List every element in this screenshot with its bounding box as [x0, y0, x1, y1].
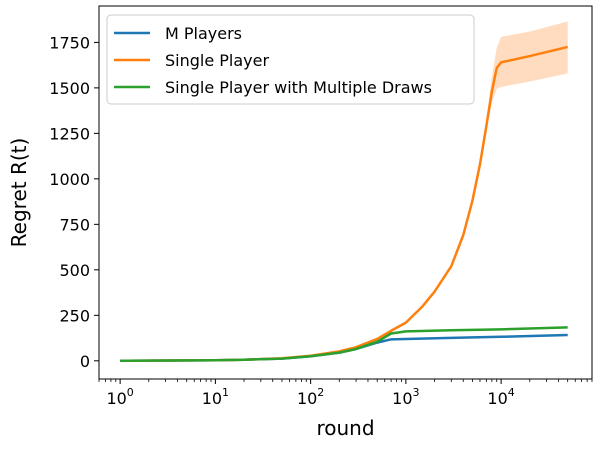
x-tick-label: 100: [106, 386, 133, 408]
x-tick-label: 102: [297, 386, 324, 408]
y-tick-label: 1250: [49, 124, 90, 143]
legend-label-2: Single Player with Multiple Draws: [165, 78, 432, 97]
x-tick-label: 101: [202, 386, 229, 408]
x-axis-ticks: 100 101 102 103 104: [98, 379, 593, 408]
legend-box: [106, 14, 475, 105]
y-axis-ticks: 0 250 500 750 1000 1250 1500 1750: [49, 33, 99, 371]
y-tick-label: 1500: [49, 79, 90, 98]
series-line-0: [120, 333, 568, 363]
x-tick-base: 10: [487, 389, 507, 408]
x-tick-exponent: 0: [127, 386, 134, 399]
x-tick-label: 104: [487, 386, 514, 408]
legend: M Players Single Player Single Player with…: [106, 14, 475, 105]
x-axis-label: round: [316, 416, 374, 440]
x-tick-base: 10: [106, 389, 126, 408]
x-tick-exponent: 1: [222, 386, 229, 399]
y-tick-label: 500: [59, 261, 90, 280]
axes-frame: [98, 5, 593, 380]
legend-label-1: Single Player: [165, 51, 269, 70]
plot-area: [120, 21, 568, 363]
y-tick-label: 0: [80, 352, 90, 371]
x-tick-exponent: 3: [413, 386, 420, 399]
x-tick-base: 10: [297, 389, 317, 408]
series-line-2: [120, 326, 568, 363]
x-tick-exponent: 2: [317, 386, 324, 399]
y-tick-label: 250: [59, 306, 90, 325]
y-tick-label: 1750: [49, 33, 90, 52]
y-axis-label: Regret R(t): [7, 138, 31, 248]
x-tick-base: 10: [202, 389, 222, 408]
series-1-confidence-band: [120, 21, 568, 361]
x-tick-exponent: 4: [508, 386, 515, 399]
y-tick-label: 750: [59, 215, 90, 234]
legend-label-0: M Players: [165, 24, 242, 43]
x-tick-base: 10: [392, 389, 412, 408]
x-tick-label: 103: [392, 386, 419, 408]
y-tick-label: 1000: [49, 170, 90, 189]
